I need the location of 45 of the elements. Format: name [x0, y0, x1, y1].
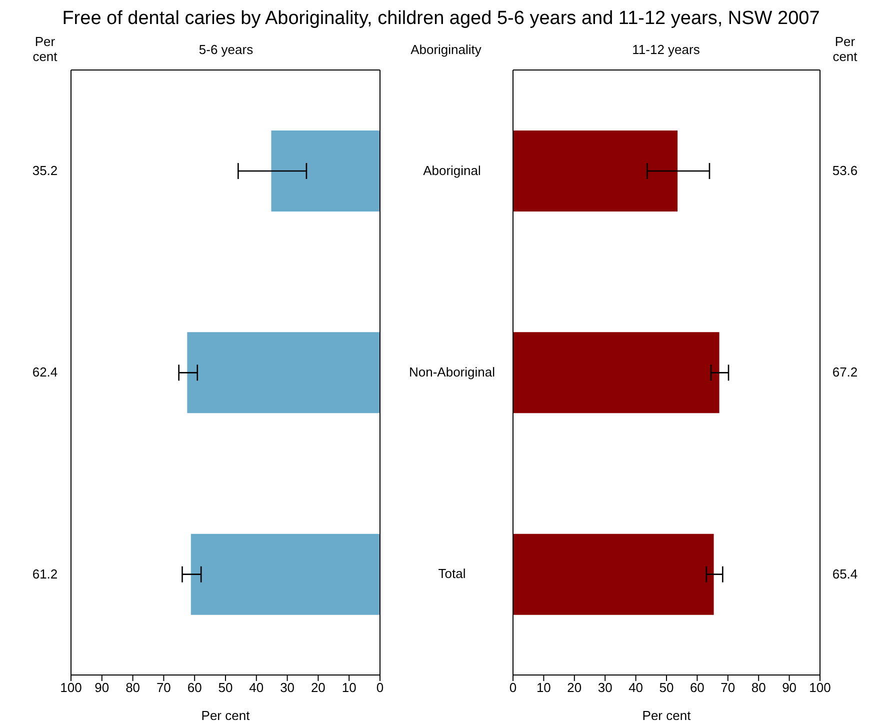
- x-tick-label: 0: [376, 680, 384, 696]
- bar: [187, 332, 380, 414]
- bar: [190, 534, 380, 615]
- x-tick-label: 50: [659, 680, 674, 696]
- x-tick-label: 20: [567, 680, 582, 696]
- bar: [513, 332, 720, 414]
- chart-subtitle: 5-6 years: [198, 42, 254, 57]
- bar: [271, 130, 380, 212]
- chart-subtitle: 11-12 years: [631, 42, 701, 57]
- x-tick-label: 30: [598, 680, 612, 696]
- x-tick-label: 10: [536, 680, 551, 696]
- text: Free of dental caries by Aboriginality, children aged 5-6 years and 11-12 years, NSW 2007: [61, 8, 821, 30]
- x-axis-title: Per cent: [201, 708, 250, 723]
- x-tick-label: 60: [187, 680, 202, 696]
- x-tick-label: 10: [342, 680, 356, 696]
- x-tick-label: 90: [782, 680, 797, 696]
- x-tick-label: 60: [690, 680, 704, 696]
- x-tick-label: 40: [628, 680, 644, 696]
- y-axis-title: Aboriginality: [410, 42, 482, 57]
- x-tick-label: 80: [751, 680, 766, 696]
- x-tick-label: 30: [280, 680, 295, 696]
- x-tick-label: 0: [509, 680, 517, 696]
- data-label: 65.4: [832, 566, 858, 582]
- text: Per cent: [832, 34, 858, 64]
- text: Per cent: [32, 34, 58, 64]
- data-label: 62.4: [32, 364, 58, 380]
- data-label: 61.2: [32, 566, 58, 582]
- y-tick-label: Total: [438, 566, 466, 582]
- y-tick-label: Aboriginal: [423, 162, 482, 178]
- x-tick-label: 40: [249, 680, 264, 696]
- bar: [513, 534, 714, 615]
- y-tick-label: Non-Aboriginal: [409, 364, 496, 380]
- x-tick-label: 100: [809, 680, 831, 696]
- data-label: 67.2: [832, 364, 858, 380]
- x-tick-label: 100: [60, 680, 82, 696]
- x-tick-label: 50: [218, 680, 233, 696]
- x-tick-label: 90: [94, 680, 110, 696]
- bar: [513, 130, 678, 212]
- x-axis-title: Per cent: [642, 708, 692, 723]
- data-label: 53.6: [832, 163, 858, 178]
- x-tick-label: 20: [310, 680, 326, 696]
- x-tick-label: 80: [126, 680, 140, 696]
- x-tick-label: 70: [720, 680, 736, 696]
- data-label: 35.2: [32, 163, 58, 178]
- x-tick-label: 70: [156, 680, 171, 696]
